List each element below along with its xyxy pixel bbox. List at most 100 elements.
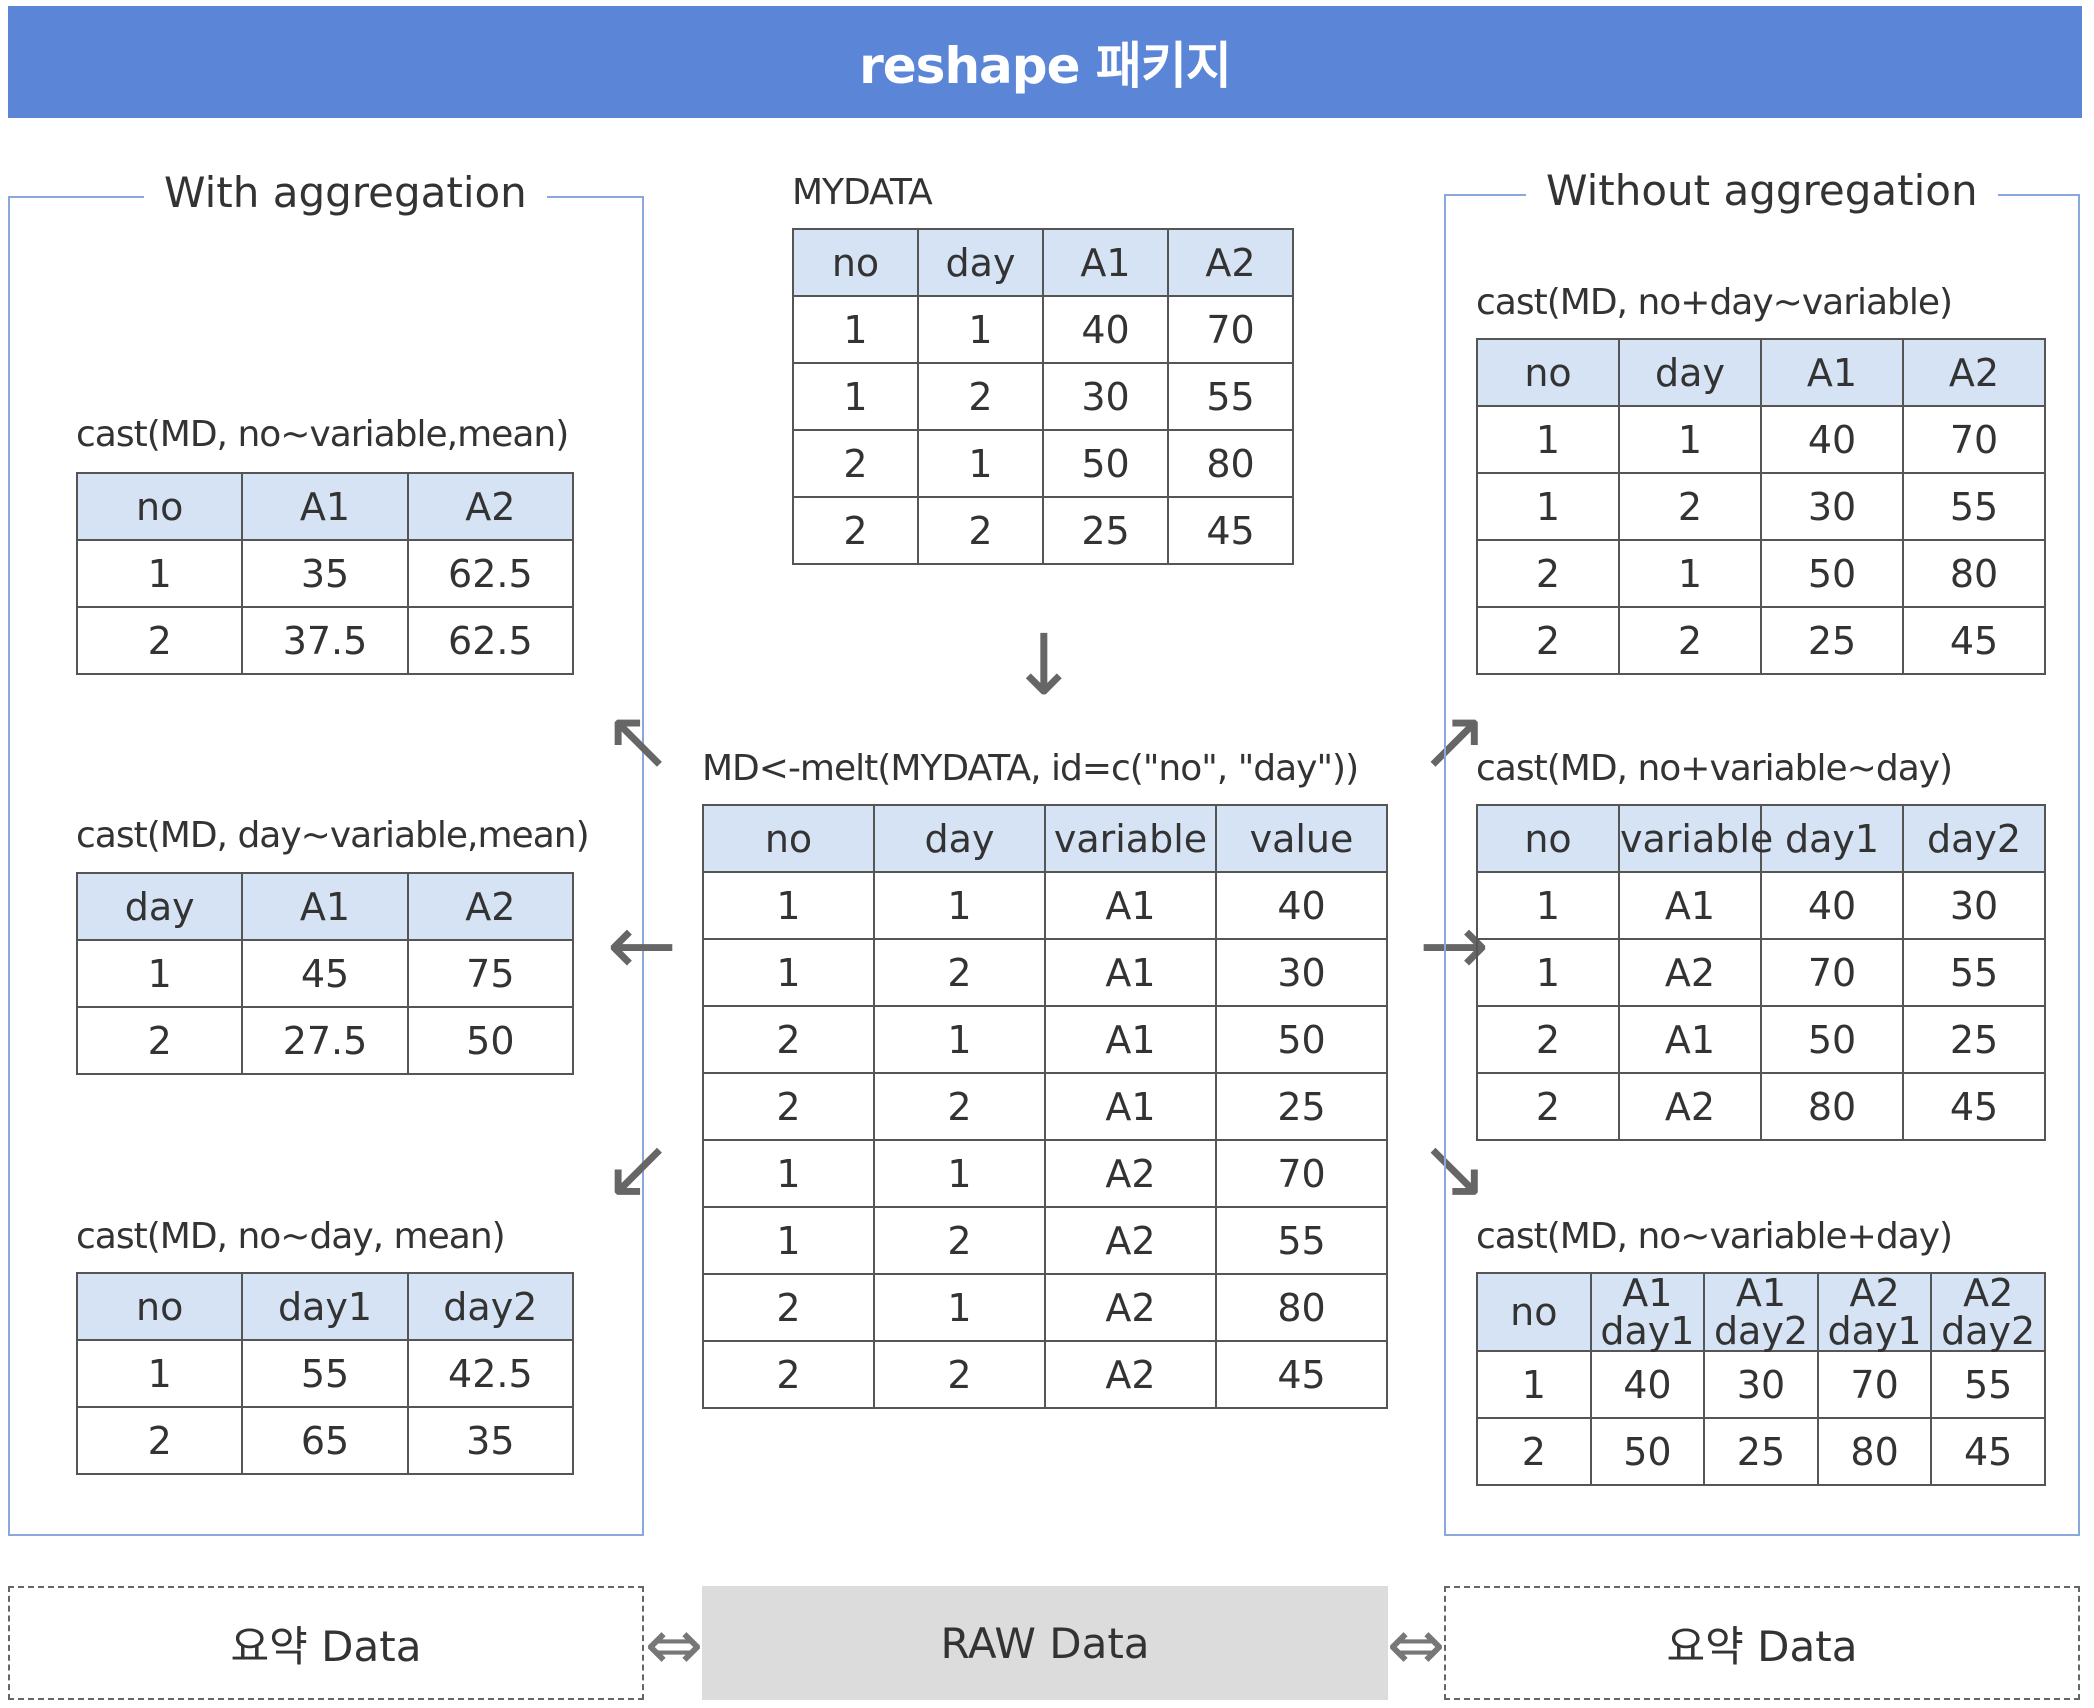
table-row: 1 55 42.5 <box>75 1339 575 1408</box>
column-header: no <box>702 804 875 873</box>
table-header-row: no day1 day2 <box>75 1272 575 1341</box>
table-cell: 2 <box>917 362 1044 431</box>
table-cell: 37.5 <box>241 606 409 675</box>
column-header: day2 <box>406 1272 575 1341</box>
noagg-table-1-label: cast(MD, no+day~variable) <box>1476 282 1953 323</box>
table-row: 1 2 A2 55 <box>702 1206 1388 1275</box>
column-header: no <box>1476 804 1620 873</box>
table-cell: 80 <box>1816 1417 1933 1486</box>
table-cell: A1 <box>1044 938 1217 1007</box>
table-cell: 2 <box>1476 606 1620 675</box>
table-cell: 62.5 <box>406 606 575 675</box>
table-cell: 50 <box>1760 539 1904 608</box>
table-row: 2 1 A2 80 <box>702 1273 1388 1342</box>
without-aggregation-group: Without aggregation <box>1444 166 2080 1536</box>
table-cell: 1 <box>702 1206 875 1275</box>
table-row: 2 37.5 62.5 <box>75 606 575 675</box>
table-cell: 2 <box>75 606 244 675</box>
table-cell: 2 <box>702 1273 875 1342</box>
table-cell: 1 <box>1476 871 1620 940</box>
table-cell: 2 <box>792 429 919 498</box>
table-cell: 55 <box>1902 472 2046 541</box>
table-cell: 1 <box>1476 1350 1592 1419</box>
table-cell: A2 <box>1044 1340 1217 1409</box>
noagg-table-2: no variable day1 day2 1 A1 40 30 1 A2 70 55 2 A1 50 25 2… <box>1476 804 2046 1141</box>
table-cell: 30 <box>1760 472 1904 541</box>
table-row: 1 2 30 55 <box>792 362 1294 431</box>
table-cell: A1 <box>1044 871 1217 940</box>
table-cell: A1 <box>1044 1072 1217 1141</box>
column-header: A2 day2 <box>1930 1272 2046 1352</box>
table-cell: 30 <box>1042 362 1169 431</box>
table-row: 2 A2 80 45 <box>1476 1072 2046 1141</box>
table-cell: 80 <box>1760 1072 1904 1141</box>
table-cell: 25 <box>1042 496 1169 565</box>
table-cell: 2 <box>792 496 919 565</box>
table-cell: 70 <box>1167 295 1294 364</box>
column-header: day1 <box>241 1272 409 1341</box>
agg-table-3-label: cast(MD, no~day, mean) <box>76 1216 506 1257</box>
table-cell: 2 <box>873 1072 1046 1141</box>
table-cell: 2 <box>1476 1417 1592 1486</box>
table-cell: 2 <box>873 938 1046 1007</box>
column-header: A1 day2 <box>1703 1272 1819 1352</box>
table-cell: 2 <box>75 1006 244 1075</box>
table-cell: 1 <box>792 295 919 364</box>
table-cell: A2 <box>1044 1206 1217 1275</box>
table-row: 2 1 50 80 <box>792 429 1294 498</box>
arrow-down-left-icon: ↙ <box>602 1119 674 1217</box>
table-cell: 30 <box>1215 938 1388 1007</box>
table-row: 1 40 30 70 55 <box>1476 1350 2046 1419</box>
raw-data-box: RAW Data <box>702 1586 1388 1700</box>
table-cell: 27.5 <box>241 1006 409 1075</box>
column-header: A2 day1 <box>1816 1272 1933 1352</box>
melt-label: MD<-melt(MYDATA, id=c("no", "day")) <box>702 748 1359 789</box>
double-arrow-right-icon: ⇔ <box>1386 1604 1446 1686</box>
table-row: 1 1 40 70 <box>792 295 1294 364</box>
table-row: 1 1 40 70 <box>1476 405 2046 474</box>
table-cell: 1 <box>75 539 244 608</box>
table-row: 1 35 62.5 <box>75 539 575 608</box>
noagg-table-2-label: cast(MD, no+variable~day) <box>1476 748 1953 789</box>
table-cell: 25 <box>1902 1005 2046 1074</box>
table-cell: 1 <box>917 429 1044 498</box>
table-row: 2 2 25 45 <box>792 496 1294 565</box>
with-aggregation-title: With aggregation <box>144 168 547 217</box>
column-header: no <box>1476 338 1620 407</box>
mydata-table: no day A1 A2 1 1 40 70 1 2 30 55 2 1 50 80 2 2 25 45 <box>792 228 1294 565</box>
table-cell: 80 <box>1902 539 2046 608</box>
table-cell: 1 <box>702 1139 875 1208</box>
table-cell: 40 <box>1760 405 1904 474</box>
table-cell: 80 <box>1215 1273 1388 1342</box>
table-cell: 1 <box>792 362 919 431</box>
table-row: 2 50 25 80 45 <box>1476 1417 2046 1486</box>
noagg-table-3: no A1 day1 A1 day2 A2 day1 A2 day2 1 40 30 70 55 2 50 25… <box>1476 1272 2046 1486</box>
table-cell: 1 <box>1618 539 1762 608</box>
column-header: A1 <box>1042 228 1169 297</box>
table-cell: 30 <box>1902 871 2046 940</box>
table-cell: 35 <box>406 1406 575 1475</box>
table-cell: 1 <box>702 871 875 940</box>
table-cell: 2 <box>1476 539 1620 608</box>
table-cell: 2 <box>702 1072 875 1141</box>
table-cell: A2 <box>1044 1273 1217 1342</box>
table-cell: 1 <box>873 1139 1046 1208</box>
table-cell: 1 <box>1476 938 1620 1007</box>
table-row: 1 A1 40 30 <box>1476 871 2046 940</box>
table-cell: 2 <box>1618 606 1762 675</box>
table-header-row: no A1 day1 A1 day2 A2 day1 A2 day2 <box>1476 1272 2046 1352</box>
table-row: 2 A1 50 25 <box>1476 1005 2046 1074</box>
table-row: 2 65 35 <box>75 1406 575 1475</box>
table-cell: 50 <box>1215 1005 1388 1074</box>
column-header: no <box>75 1272 244 1341</box>
column-header: A1 <box>241 872 409 941</box>
table-cell: 1 <box>702 938 875 1007</box>
summary-data-right-box: 요약 Data <box>1444 1586 2080 1700</box>
table-cell: A1 <box>1618 1005 1762 1074</box>
table-cell: 2 <box>1476 1005 1620 1074</box>
table-cell: 70 <box>1902 405 2046 474</box>
table-cell: 2 <box>873 1340 1046 1409</box>
table-header-row: no day variable value <box>702 804 1388 873</box>
table-cell: 45 <box>1902 606 2046 675</box>
column-header: day2 <box>1902 804 2046 873</box>
